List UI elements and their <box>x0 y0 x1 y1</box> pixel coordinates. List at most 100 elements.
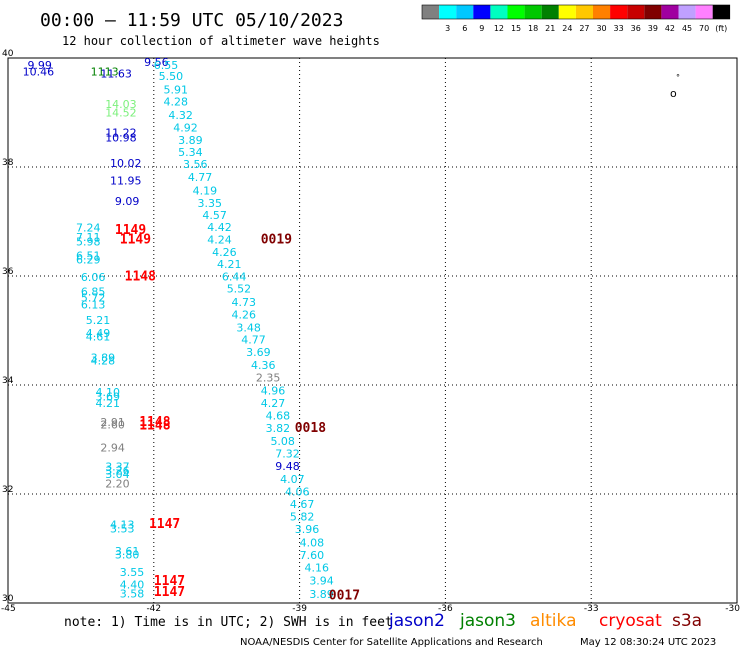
wave-height-point: 4.26 <box>212 246 237 259</box>
wave-height-point: 4.77 <box>188 171 213 184</box>
colorbar-label: 39 <box>648 24 658 33</box>
wave-height-point: 9.09 <box>115 195 140 208</box>
wave-height-point: 3.82 <box>266 422 291 435</box>
x-tick-label: -39 <box>292 604 307 614</box>
pass-time-label: 1148 <box>139 419 170 434</box>
wave-height-point: 4.49 <box>86 327 111 340</box>
mission-legend: jason2 jason3 altika cryosat s3a <box>388 611 702 631</box>
colorbar-label: 12 <box>494 24 504 33</box>
wave-height-point: 3.58 <box>120 588 145 601</box>
colorbar-swatch <box>473 5 491 19</box>
wave-height-point: 4.28 <box>164 95 189 108</box>
y-tick-label: 36 <box>2 267 14 277</box>
pass-time-label: 1148 <box>139 415 170 430</box>
colorbar-swatch <box>678 5 696 19</box>
colorbar-swatch <box>490 5 508 19</box>
pass-time-label: 0017 <box>329 589 360 604</box>
wave-height-point: 6.44 <box>222 270 247 283</box>
colorbar-swatch <box>524 5 542 19</box>
wave-height-point: 4.13 <box>110 518 135 531</box>
wave-height-point: 5.72 <box>81 292 106 305</box>
wave-height-point: 4.96 <box>261 384 286 397</box>
y-tick-label: 32 <box>2 485 13 495</box>
wave-height-point: 2.60 <box>100 419 125 432</box>
pass-time-label: 1147 <box>154 574 185 589</box>
wave-height-point: 3.48 <box>236 322 260 335</box>
y-tick-label: 38 <box>2 158 14 168</box>
colorbar-label: 21 <box>545 24 555 33</box>
colorbar-swatch <box>627 5 645 19</box>
colorbar-label: (ft) <box>715 24 727 33</box>
colorbar-label: 33 <box>614 24 624 33</box>
y-tick-label: 40 <box>2 49 14 59</box>
wave-height-point: 4.68 <box>266 409 291 422</box>
wave-height-point: 3.37 <box>105 461 130 474</box>
wave-height-point: 3.94 <box>309 574 334 587</box>
wave-height-point: 6.13 <box>81 299 106 312</box>
axis-ticks: -45 -42 -39 -36 -33 -30 40 38 36 34 32 30 <box>1 49 740 614</box>
colorbar-swatch <box>712 5 730 19</box>
wave-height-point: 7.32 <box>275 447 300 460</box>
colorbar-legend: 3 6 9 12 15 18 21 24 27 30 33 36 39 42 45 70 (ft) <box>421 4 731 33</box>
wave-height-point: 4.67 <box>290 498 315 511</box>
wave-height-point: 1113 <box>91 65 119 78</box>
colorbar-swatch <box>507 5 525 19</box>
wave-height-point: 3.35 <box>198 197 223 210</box>
colorbar-swatch <box>575 5 593 19</box>
wave-height-point: 4.27 <box>261 397 286 410</box>
colorbar-swatch <box>541 5 559 19</box>
wave-height-point: 4.92 <box>173 122 198 135</box>
colorbar-swatch <box>593 5 611 19</box>
wave-height-point: 7.24 <box>76 221 101 234</box>
wave-height-point: 4.40 <box>120 578 145 591</box>
colorbar-swatch <box>661 5 679 19</box>
wave-height-point: 4.57 <box>202 209 227 222</box>
colorbar-label: 70 <box>699 24 709 33</box>
wave-height-point: 4.16 <box>304 561 329 574</box>
wave-height-point: 10.02 <box>110 157 142 170</box>
pass-time-labels: 1149114911481148114811471147114700190018… <box>115 223 360 604</box>
wave-height-point: 6.55 <box>154 59 179 72</box>
wave-height-point: 3.96 <box>295 523 320 536</box>
wave-height-point: 4.19 <box>193 184 218 197</box>
pass-time-label: 0019 <box>261 232 292 247</box>
wave-height-point: 4.73 <box>232 296 257 309</box>
colorbar-swatch <box>439 5 457 19</box>
colorbar-label: 27 <box>579 24 589 33</box>
wave-height-point: 10.46 <box>23 65 55 78</box>
wave-height-point: 3.69 <box>95 390 120 403</box>
colorbar-swatch <box>422 5 440 19</box>
wave-height-point: 4.28 <box>91 354 116 367</box>
y-tick-label: 34 <box>2 376 14 386</box>
wave-height-point: 6.06 <box>81 271 106 284</box>
island-outline: o <box>670 87 677 100</box>
wave-height-point: 4.32 <box>168 109 193 122</box>
wave-height-point: 4.10 <box>95 386 120 399</box>
wave-height-point: 3.53 <box>110 523 135 536</box>
wave-height-point: 3.89 <box>309 588 334 601</box>
pass-time-label: 0018 <box>295 421 326 436</box>
wave-height-point: 4.08 <box>300 536 325 549</box>
colorbar-swatch <box>558 5 576 19</box>
wave-height-point: 11.95 <box>110 174 142 187</box>
wave-height-point: 11.22 <box>105 126 137 139</box>
mission-s3a: s3a <box>672 611 702 631</box>
wave-height-point: 5.08 <box>270 435 295 448</box>
wave-height-point: 5.34 <box>178 146 203 159</box>
wave-height-point: 5.50 <box>159 70 184 83</box>
wave-height-point: 4.24 <box>207 233 232 246</box>
colorbar-swatch <box>695 5 713 19</box>
chart-subtitle: 12 hour collection of altimeter wave hei… <box>62 34 380 48</box>
wave-height-point: 3.26 <box>105 464 130 477</box>
x-tick-label: -33 <box>584 604 599 614</box>
wave-height-point: 6.51 <box>76 250 101 263</box>
wave-height-point: 4.42 <box>207 221 232 234</box>
footer-note: note: 1) Time is in UTC; 2) SWH is in fe… <box>64 615 393 630</box>
wave-height-point: 11.63 <box>100 68 132 81</box>
wave-height-point: 4.26 <box>232 309 257 322</box>
colorbar-border <box>421 4 731 20</box>
wave-height-point: 9.99 <box>27 59 52 72</box>
wave-height-point: 5.98 <box>76 235 101 248</box>
